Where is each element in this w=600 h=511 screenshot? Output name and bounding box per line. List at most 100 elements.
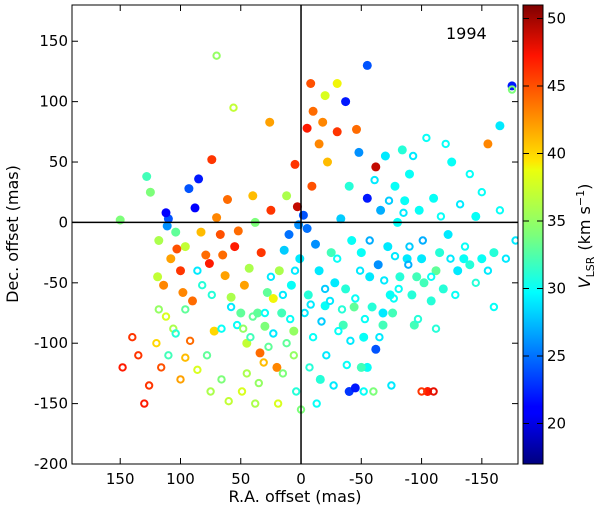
maser-spot: [145, 187, 155, 197]
maser-spot: [233, 226, 243, 236]
maser-spot: [326, 248, 336, 258]
maser-spot-open: [185, 336, 195, 345]
epoch-label: 1994: [446, 24, 487, 43]
maser-spot: [207, 155, 217, 165]
maser-spot: [419, 278, 429, 288]
maser-spot: [279, 245, 289, 255]
maser-spot: [378, 308, 388, 318]
maser-spot: [153, 272, 163, 282]
maser-spot-open: [471, 278, 480, 287]
maser-spot: [209, 326, 219, 336]
maser-spot-open: [308, 333, 318, 342]
maser-spot: [194, 174, 204, 184]
y-axis-ticks: 150 100 50 0 -50 -100 -150 -200: [34, 32, 518, 473]
maser-spot-open: [446, 254, 455, 263]
maser-spot-open: [322, 351, 331, 360]
maser-spot-open: [217, 324, 226, 333]
maser-spot-open: [229, 103, 238, 112]
y-tick-label: 50: [49, 153, 68, 171]
maser-spot: [362, 60, 372, 70]
maser-spot-open: [389, 294, 398, 303]
maser-spot: [332, 79, 342, 88]
colorbar-tick-label: 20: [547, 415, 566, 433]
maser-spot: [318, 117, 328, 127]
maser-spot: [171, 227, 181, 237]
maser-spot: [218, 250, 228, 260]
maser-spot-open: [140, 399, 149, 408]
maser-spot: [400, 196, 410, 206]
maser-spot: [298, 210, 308, 220]
maser-spot-open: [417, 387, 426, 396]
maser-spot: [274, 266, 284, 276]
maser-spot: [414, 205, 424, 215]
maser-spot-open: [342, 360, 351, 370]
y-tick-label: -200: [34, 455, 68, 473]
colorbar-title-close: ): [575, 184, 594, 190]
maser-spot-open: [495, 206, 505, 215]
maser-spot: [405, 169, 414, 179]
maser-spot: [308, 106, 318, 116]
maser-spot-open: [206, 387, 215, 396]
maser-spot: [196, 227, 206, 237]
maser-spot-open: [202, 351, 212, 360]
maser-spot: [365, 272, 375, 282]
maser-spot: [378, 320, 388, 330]
maser-spot: [282, 191, 292, 201]
maser-spot: [215, 230, 225, 239]
maser-spot-open: [254, 378, 263, 388]
maser-spot-open: [232, 320, 242, 330]
maser-spot-open: [181, 353, 190, 362]
maser-spot-open: [237, 387, 247, 396]
maser-spot-open: [399, 208, 408, 218]
maser-spot-open: [260, 308, 270, 318]
maser-spot: [286, 280, 296, 290]
maser-spot: [154, 236, 164, 245]
maser-spot: [142, 172, 152, 181]
maser-spot-open: [312, 399, 321, 408]
maser-spot-open: [193, 266, 202, 275]
maser-spot: [471, 211, 481, 221]
maser-spot-open: [455, 200, 465, 209]
maser-spot: [212, 213, 222, 223]
maser-spot-open: [300, 308, 309, 318]
maser-spot-open: [212, 51, 221, 60]
maser-spot: [284, 230, 294, 239]
maser-spot: [352, 124, 361, 134]
maser-spot: [356, 362, 366, 372]
colorbar-title-v: V: [575, 276, 594, 288]
x-tick-label: -50: [349, 470, 374, 488]
maser-spot: [292, 202, 302, 212]
maser-spot-open: [375, 333, 384, 342]
maser-spot-open: [181, 305, 190, 314]
maser-spot-open: [273, 399, 283, 408]
maser-spot: [306, 79, 316, 88]
maser-spot: [290, 159, 300, 169]
maser-spot: [315, 374, 325, 384]
maser-spot: [349, 302, 359, 312]
maser-spot: [495, 121, 505, 131]
maser-spot: [395, 272, 405, 282]
maser-spot: [371, 162, 381, 172]
maser-spot: [180, 242, 190, 252]
maser-spot-open: [161, 312, 171, 321]
maser-spot: [302, 123, 312, 133]
maser-spot-open: [306, 300, 315, 309]
maser-spot: [332, 127, 342, 137]
maser-spot-open: [351, 294, 360, 303]
maser-spot: [453, 266, 463, 276]
maser-spot-open: [251, 399, 260, 408]
maser-spot-open: [483, 266, 493, 275]
maser-spot-open: [320, 284, 330, 294]
maser-spot-open: [346, 336, 355, 345]
maser-spot-open: [224, 397, 233, 406]
maser-spot-open: [329, 381, 338, 390]
maser-spot: [383, 242, 393, 252]
maser-spot-open: [264, 342, 273, 351]
maser-spot: [268, 294, 278, 303]
maser-spot-open: [248, 312, 258, 321]
maser-spot-open: [489, 302, 499, 312]
maser-spot: [483, 139, 493, 149]
colorbar-title-sub: LSR: [584, 256, 597, 277]
maser-spot: [354, 147, 364, 157]
